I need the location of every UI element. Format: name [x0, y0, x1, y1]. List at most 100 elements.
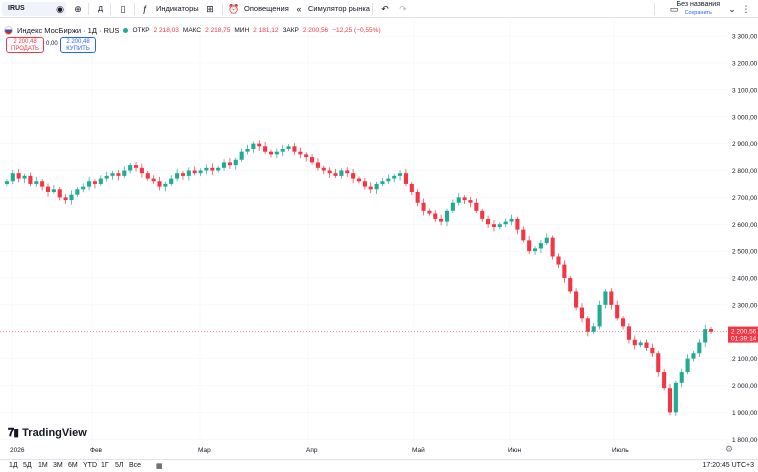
candle-body: [98, 178, 103, 184]
candle-body: [556, 256, 561, 265]
divider: [222, 3, 223, 15]
candle-body: [104, 175, 109, 179]
candle-body: [221, 162, 227, 168]
price-tick-label: 2 700,00: [732, 195, 758, 202]
undo-icon[interactable]: ↶: [381, 4, 389, 14]
candle-body: [380, 181, 385, 184]
top-toolbar: IRUS ◉ ⊕ Д ▯ ƒ Индикаторы ⊞ ⏰ Оповещения…: [0, 0, 758, 18]
range-5y[interactable]: 5Л: [115, 462, 124, 469]
candle-body: [386, 178, 391, 182]
candle-body: [122, 170, 127, 176]
candles-icon[interactable]: ▯: [120, 4, 126, 14]
high-label: МАКС: [182, 26, 202, 34]
sell-price: 2 200,48: [13, 39, 37, 45]
buy-button[interactable]: 2 200,48 КУПИТЬ: [60, 37, 96, 53]
candle-body: [603, 291, 608, 305]
candle-body: [268, 151, 274, 155]
candle-body: [362, 181, 367, 187]
candle-body: [409, 183, 414, 192]
eye-icon[interactable]: ◉: [56, 4, 64, 14]
candle-body: [697, 342, 702, 354]
candle-body: [673, 382, 678, 413]
russia-flag-icon: [4, 25, 13, 35]
range-1m[interactable]: 1М: [38, 462, 48, 469]
indicators-icon[interactable]: ƒ: [142, 4, 148, 14]
candle-body: [351, 173, 356, 179]
alarm-clock-icon[interactable]: ⏰: [228, 4, 240, 14]
symbol-title[interactable]: Индекс МосБиржи · 1Д · RUS: [17, 25, 120, 35]
price-tick-label: 2 600,00: [732, 222, 758, 229]
divider: [134, 3, 135, 15]
candle-body: [75, 189, 80, 195]
layout-title: Без названия: [676, 1, 720, 8]
layout-name[interactable]: Без названия Сохранить: [677, 1, 720, 17]
time-tick-label: Июн: [508, 447, 522, 454]
replay-button[interactable]: Симулятор рынка: [308, 4, 370, 13]
templates-icon[interactable]: ⊞: [206, 4, 214, 14]
high-value: 2 218,75: [205, 26, 231, 34]
date-range-icon[interactable]: ▦: [156, 463, 163, 470]
range-6m[interactable]: 6М: [68, 462, 78, 469]
tradingview-logo[interactable]: 𝟕▮ TradingView: [8, 426, 87, 440]
candle-body: [345, 170, 350, 174]
candle-body: [450, 202, 455, 211]
candle-body: [175, 173, 180, 179]
chart-grid: [0, 20, 727, 445]
candle-body: [515, 218, 520, 230]
sell-label: ПРОДАТЬ: [11, 46, 39, 52]
chevron-down-icon[interactable]: ⌄: [728, 4, 736, 14]
close-value: 2 200,56: [302, 26, 329, 34]
time-tick-label: Мар: [198, 447, 211, 454]
candle-body: [403, 173, 408, 184]
replay-icon[interactable]: «: [296, 4, 302, 14]
candle-body: [509, 218, 514, 222]
candles: [4, 140, 714, 417]
price-tick-label: 2 000,00: [732, 383, 758, 390]
candle-body: [151, 178, 156, 182]
gear-icon[interactable]: ⚙: [725, 444, 734, 454]
divider: [88, 3, 89, 15]
candle-body: [356, 178, 362, 182]
candle-body: [292, 146, 297, 152]
candle-body: [486, 218, 491, 225]
sell-button[interactable]: 2 200,48 ПРОДАТЬ: [6, 37, 44, 53]
range-3m[interactable]: 3М: [53, 462, 63, 469]
price-tick-label: 3 200,00: [732, 61, 758, 68]
candle-body: [110, 173, 115, 176]
candle-body: [679, 372, 684, 383]
interval-button[interactable]: Д: [98, 4, 104, 13]
open-value: 2 218,03: [153, 26, 179, 34]
range-1d[interactable]: 1Д: [9, 462, 18, 469]
range-all[interactable]: Все: [129, 462, 142, 469]
clock[interactable]: 17:20:45 UTC+3: [702, 462, 754, 469]
tradingview-mark-icon: 𝟕▮: [8, 427, 19, 439]
range-5d[interactable]: 5Д: [23, 462, 32, 469]
alerts-button[interactable]: Оповещения: [244, 4, 289, 13]
candle-body: [133, 165, 139, 168]
menu-icon[interactable]: ⋮: [741, 4, 751, 14]
candle-body: [92, 181, 98, 184]
symbol-search[interactable]: IRUS: [2, 2, 66, 16]
candle-body: [28, 175, 33, 184]
price-tick-label: 3 300,00: [732, 34, 758, 41]
low-label: МИН: [234, 26, 250, 34]
range-1y[interactable]: 1Г: [101, 462, 109, 469]
indicators-button[interactable]: Индикаторы: [156, 4, 199, 13]
candle-body: [427, 210, 432, 214]
candle-body: [22, 175, 27, 179]
candle-body: [280, 149, 285, 152]
candle-body: [433, 213, 438, 219]
candle-body: [204, 167, 209, 171]
candle-body: [315, 162, 320, 168]
candle-body: [444, 210, 450, 222]
price-chart[interactable]: 3 300,00 3 200,00 3 100,00 3 000,00 2 900,00…: [0, 0, 758, 459]
candle-body: [304, 154, 309, 158]
layout-icon[interactable]: ▭: [669, 4, 679, 14]
candle-body: [709, 329, 714, 332]
candle-body: [644, 342, 649, 348]
range-ytd[interactable]: YTD: [83, 462, 97, 469]
compare-add-icon[interactable]: ⊕: [74, 4, 82, 14]
candle-body: [63, 197, 68, 201]
candle-body: [638, 342, 643, 346]
redo-icon[interactable]: ↷: [399, 4, 407, 14]
